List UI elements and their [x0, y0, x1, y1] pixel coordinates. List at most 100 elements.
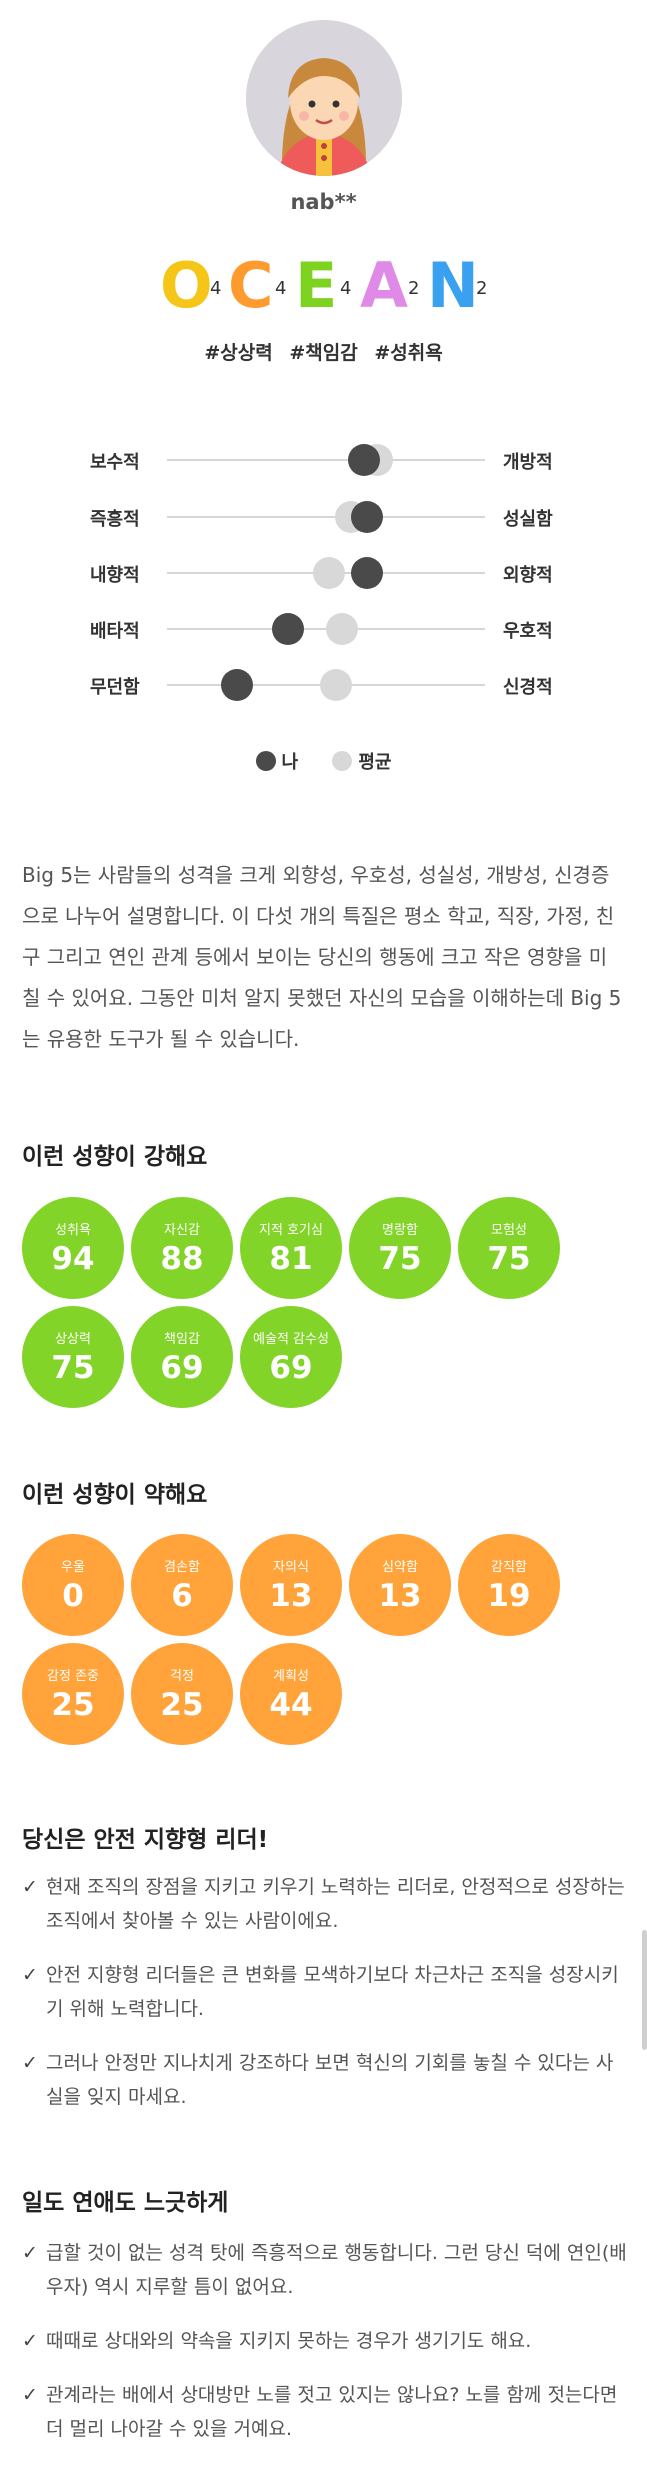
weak-trait-circle: 감직함 19 [458, 1534, 560, 1636]
trait-right-label: 개방적 [503, 452, 553, 473]
list-item-text: 안전 지향형 리더들은 큰 변화를 모색하기보다 차근차근 조직을 성장시키기 … [46, 1964, 619, 2020]
trait-row-conscientiousness: 즉흥적 성실함 [0, 497, 647, 537]
legend: 나 평균 [0, 748, 647, 774]
legend-average-dot-icon [332, 751, 353, 771]
trait-name: 계획성 [273, 1669, 309, 1684]
trait-value: 13 [378, 1578, 422, 1614]
trait-name: 모험성 [491, 1223, 527, 1238]
trait-value: 75 [378, 1241, 422, 1277]
ocean-letter-c: C [228, 249, 274, 322]
check-icon: ✓ [22, 2052, 38, 2074]
trait-row-agreeableness: 배타적 우호적 [0, 609, 647, 649]
weak-trait-circle: 자의식 13 [240, 1534, 342, 1636]
trait-left-label: 즉흥적 [90, 509, 140, 530]
list-item-text: 급할 것이 없는 성격 탓에 즉흥적으로 행동합니다. 그런 당신 덕에 연인(… [46, 2242, 627, 2298]
list-item-text: 관계라는 배에서 상대방만 노를 젓고 있지는 않나요? 노를 함께 젓는다면 … [46, 2384, 618, 2440]
trait-row-neuroticism: 무던함 신경적 [0, 665, 647, 705]
trait-name: 명랑함 [382, 1223, 418, 1238]
ocean-letter-o: O [160, 249, 213, 322]
check-icon: ✓ [22, 2384, 38, 2406]
list-item-text: 때때로 상대와의 약속을 지키지 못하는 경우가 생기기도 해요. [46, 2330, 532, 2352]
trait-value: 25 [160, 1687, 204, 1723]
trait-value: 75 [487, 1241, 531, 1277]
check-icon: ✓ [22, 1876, 38, 1898]
strong-trait-circle: 모험성 75 [458, 1197, 560, 1299]
tag: #책임감 [289, 342, 358, 364]
trait-value: 6 [171, 1578, 193, 1614]
relationship-title: 일도 연애도 느긋하게 [22, 2190, 229, 2216]
weak-trait-circle: 계획성 44 [240, 1643, 342, 1745]
trait-name: 성취욕 [55, 1223, 91, 1238]
list-item-text: 그러나 안정만 지나치게 강조하다 보면 혁신의 기회를 놓칠 수 있다는 사실… [46, 2052, 614, 2108]
ocean-score-e: 4 [340, 278, 352, 299]
weak-trait-circle: 걱정 25 [131, 1643, 233, 1745]
trait-row-openness: 보수적 개방적 [0, 440, 647, 480]
ocean-score-c: 4 [275, 278, 287, 299]
tag: #상상력 [204, 342, 273, 364]
trait-name: 상상력 [55, 1332, 91, 1347]
ocean-scores: O 4 C 4 E 4 A 2 N 2 [0, 248, 647, 328]
trait-value: 69 [160, 1350, 204, 1386]
avatar [246, 20, 402, 176]
ocean-letter-n: N [427, 249, 479, 322]
trait-value: 19 [487, 1578, 531, 1614]
ocean-score-n: 2 [476, 278, 488, 299]
list-item: ✓ 때때로 상대와의 약속을 지키지 못하는 경우가 생기기도 해요. [22, 2324, 627, 2358]
trait-name: 책임감 [164, 1332, 200, 1347]
weak-trait-circle: 감정 존중 25 [22, 1643, 124, 1745]
strong-trait-circle: 명랑함 75 [349, 1197, 451, 1299]
list-item-text: 현재 조직의 장점을 지키고 키우기 노력하는 리더로, 안정적으로 성장하는 … [46, 1876, 625, 1932]
trait-value: 25 [51, 1687, 95, 1723]
username: nab** [290, 190, 357, 214]
trait-average-marker [319, 669, 352, 701]
trait-value: 44 [269, 1687, 313, 1723]
check-icon: ✓ [22, 1964, 38, 1986]
trait-value: 75 [51, 1350, 95, 1386]
check-icon: ✓ [22, 2330, 38, 2352]
trait-right-label: 우호적 [503, 621, 553, 642]
big5-description: Big 5는 사람들의 성격을 크게 외향성, 우호성, 성실성, 개방성, 신… [22, 863, 622, 1051]
list-item: ✓ 급할 것이 없는 성격 탓에 즉흥적으로 행동합니다. 그런 당신 덕에 연인… [22, 2236, 627, 2304]
trait-track [167, 459, 485, 461]
trait-average-marker [325, 613, 358, 645]
strong-trait-circle: 책임감 69 [131, 1306, 233, 1408]
weak-trait-circle: 우울 0 [22, 1534, 124, 1636]
trait-name: 예술적 감수성 [253, 1332, 329, 1347]
legend-average: 평균 [332, 751, 392, 773]
trait-average-marker [313, 557, 346, 589]
trait-value: 81 [269, 1241, 313, 1277]
strong-traits-title: 이런 성향이 강해요 [22, 1144, 208, 1170]
trait-row-extraversion: 내향적 외향적 [0, 553, 647, 593]
list-item: ✓ 현재 조직의 장점을 지키고 키우기 노력하는 리더로, 안정적으로 성장하는… [22, 1870, 627, 1938]
trait-right-label: 신경적 [503, 677, 553, 698]
tag: #성취욕 [374, 342, 443, 364]
trait-name: 걱정 [170, 1669, 194, 1684]
trait-value: 69 [269, 1350, 313, 1386]
trait-value: 13 [269, 1578, 313, 1614]
trait-tags: #상상력 #책임감 #성취욕 [0, 338, 647, 365]
strong-trait-circle: 예술적 감수성 69 [240, 1306, 342, 1408]
trait-name: 우울 [61, 1560, 85, 1575]
relationship-bullets: ✓ 급할 것이 없는 성격 탓에 즉흥적으로 행동합니다. 그런 당신 덕에 연인… [22, 2236, 627, 2446]
legend-average-label: 평균 [358, 752, 392, 773]
weak-trait-circle: 심약함 13 [349, 1534, 451, 1636]
trait-my-marker [348, 444, 381, 476]
trait-name: 지적 호기심 [259, 1223, 323, 1238]
avatar-illustration-icon [246, 20, 402, 176]
trait-track [167, 516, 485, 518]
trait-name: 자의식 [273, 1560, 309, 1575]
trait-my-marker [351, 557, 384, 589]
trait-left-label: 내향적 [90, 565, 140, 586]
strong-trait-circle: 자신감 88 [131, 1197, 233, 1299]
ocean-score-a: 2 [408, 278, 420, 299]
trait-name: 심약함 [382, 1560, 418, 1575]
strong-trait-circle: 상상력 75 [22, 1306, 124, 1408]
trait-name: 감정 존중 [47, 1669, 99, 1684]
list-item: ✓ 그러나 안정만 지나치게 강조하다 보면 혁신의 기회를 놓칠 수 있다는 사… [22, 2046, 627, 2114]
leader-bullets: ✓ 현재 조직의 장점을 지키고 키우기 노력하는 리더로, 안정적으로 성장하는… [22, 1870, 627, 2114]
scrollbar[interactable] [642, 1930, 647, 2050]
legend-me-dot-icon [255, 751, 276, 771]
legend-me-label: 나 [281, 752, 299, 773]
trait-right-label: 성실함 [503, 509, 553, 530]
trait-my-marker [220, 669, 253, 701]
